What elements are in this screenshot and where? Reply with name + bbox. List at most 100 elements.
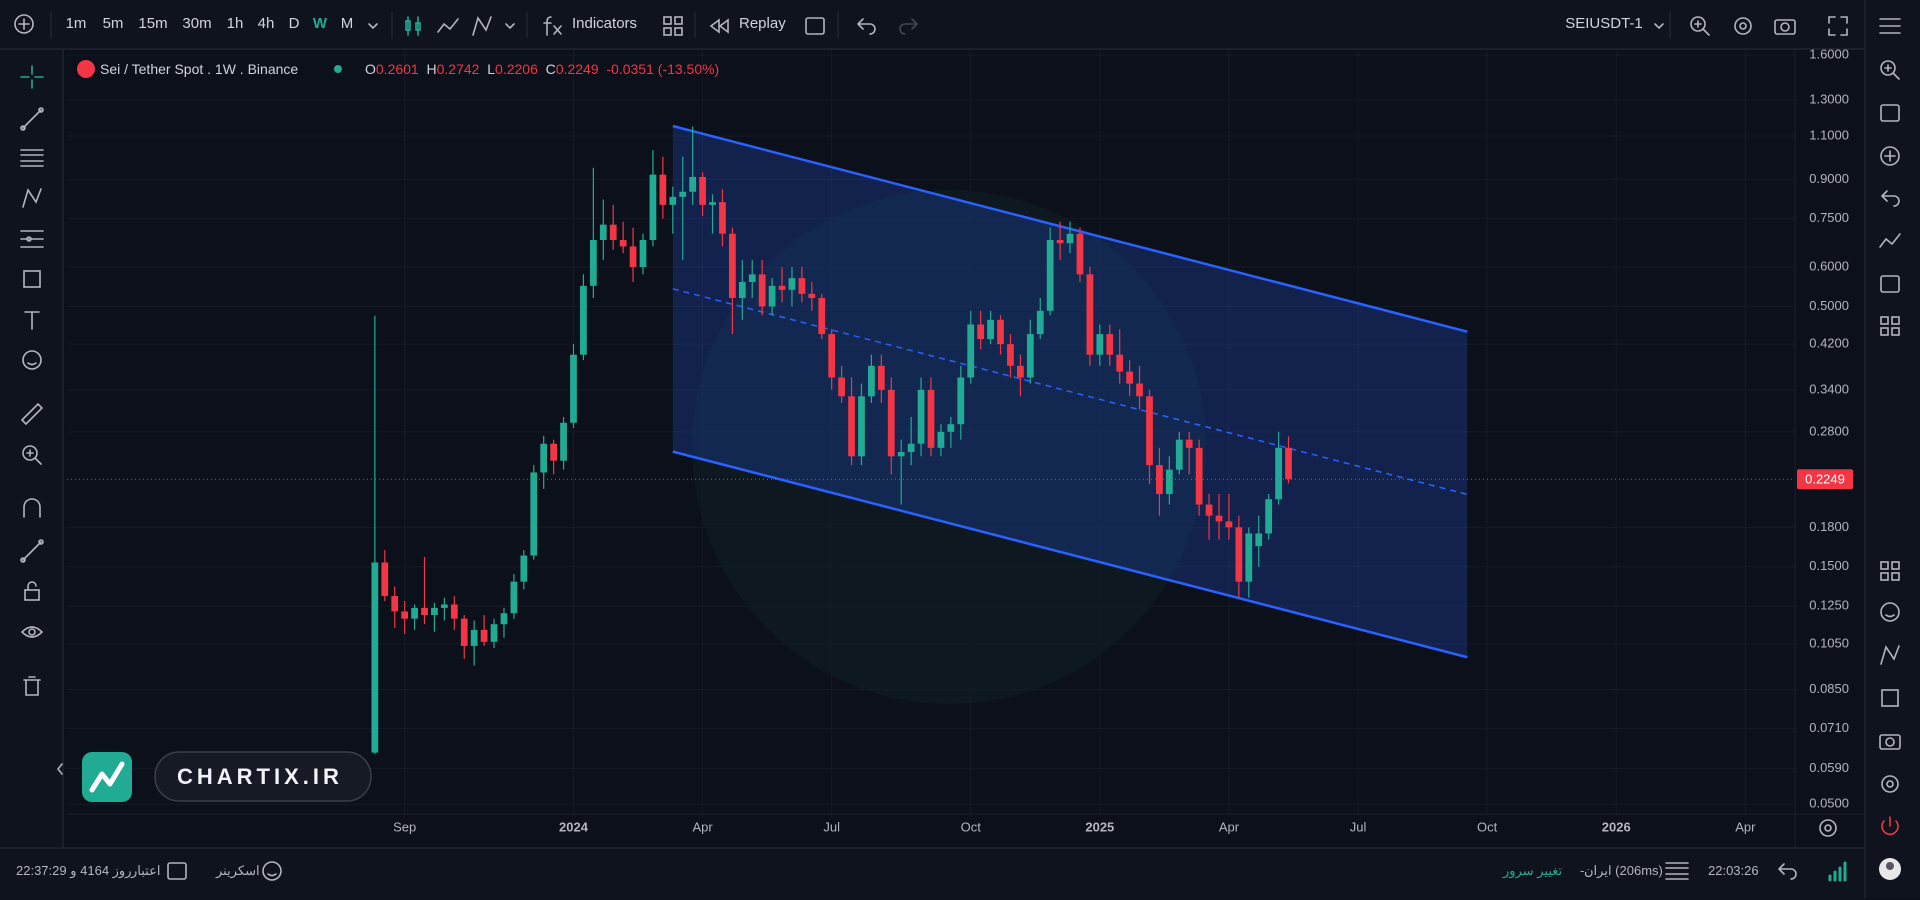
candle-body [619, 239, 627, 247]
alert-button[interactable] [805, 17, 825, 35]
layouts-button-part [674, 16, 683, 25]
alert-button-part [805, 17, 825, 35]
indicators-button[interactable]: Indicators [572, 15, 638, 32]
side-panel-button[interactable] [1880, 645, 1900, 665]
drawing-tool-button[interactable] [20, 149, 44, 167]
drawing-tool-button-part [20, 65, 44, 89]
y-tick-label: 0.7500 [1809, 210, 1849, 225]
candle-body [1007, 344, 1014, 366]
replay-icon[interactable] [709, 18, 729, 34]
side-panel-button[interactable] [1880, 316, 1900, 336]
drawing-tool-button[interactable] [20, 539, 44, 563]
profile-button-part [1886, 862, 1894, 870]
quick-search-button[interactable] [1690, 16, 1710, 36]
drawing-tool-button[interactable] [24, 311, 40, 330]
replay-button[interactable]: Replay [739, 15, 786, 32]
legend-title: Sei / Tether Spot . 1W . Binance [100, 61, 299, 77]
interval-button[interactable]: D [288, 15, 300, 32]
interval-menu-button-part [368, 23, 378, 30]
side-panel-button[interactable] [1880, 104, 1900, 122]
layouts-button[interactable] [663, 16, 683, 36]
interval-button[interactable]: 1h [226, 15, 244, 32]
side-panel-button-part [1881, 190, 1900, 207]
chart-style-button[interactable] [472, 16, 492, 36]
credit-icon[interactable] [167, 862, 187, 880]
side-panel-button[interactable] [1881, 689, 1899, 707]
y-tick-label: 0.1250 [1809, 598, 1849, 613]
line-chart-button[interactable] [437, 18, 459, 33]
side-panel-button[interactable] [1881, 775, 1899, 793]
undo-button[interactable] [857, 18, 876, 35]
collapse-toolbar-button[interactable] [56, 763, 63, 775]
server-icon[interactable] [1665, 862, 1689, 880]
side-panel-button[interactable] [1881, 190, 1900, 207]
side-panel-button[interactable] [1880, 146, 1900, 166]
indicators-icon[interactable] [543, 16, 562, 36]
candle-body [748, 274, 756, 282]
drawing-tool-button[interactable] [20, 230, 44, 248]
add-symbol-button[interactable] [14, 14, 34, 34]
signal-indicator[interactable] [1828, 861, 1847, 882]
drawing-tool-button[interactable] [20, 107, 44, 131]
side-panel-button-part [1891, 316, 1900, 325]
side-panel-button[interactable] [1879, 233, 1901, 248]
line-chart-button-part [437, 18, 459, 33]
candle-body [371, 562, 379, 753]
candle-body [441, 604, 448, 608]
interval-button[interactable]: M [340, 15, 354, 32]
x-tick-label: Apr [692, 819, 713, 834]
side-panel-button[interactable] [1880, 561, 1900, 581]
drawing-tool-button[interactable] [24, 581, 40, 601]
fullscreen-button[interactable] [1828, 16, 1848, 36]
interval-button[interactable]: 1m [65, 15, 87, 32]
drawing-tool-button[interactable] [22, 350, 42, 370]
candle-body [887, 389, 895, 457]
interval-menu-button[interactable] [368, 23, 378, 30]
screener-icon[interactable] [262, 861, 282, 881]
profile-button[interactable] [1879, 858, 1901, 880]
interval-button[interactable]: W [312, 15, 328, 32]
side-panel-button[interactable] [1880, 60, 1900, 80]
side-panel-button[interactable] [1881, 816, 1899, 836]
chart-style-menu-button[interactable] [505, 23, 515, 30]
drawing-tool-button[interactable] [20, 626, 44, 638]
side-panel-button[interactable] [1880, 275, 1900, 293]
symbol-menu-button[interactable] [1654, 23, 1664, 30]
drawing-tool-button[interactable] [23, 270, 41, 288]
side-panel-button[interactable] [1880, 602, 1900, 622]
drawing-tool-button[interactable] [22, 445, 42, 465]
symbol-button[interactable]: SEIUSDT-1 [1565, 15, 1643, 32]
side-panel-button-part [1884, 150, 1896, 162]
y-tick-label: 0.6000 [1809, 258, 1849, 273]
candle-body [778, 285, 786, 290]
drawing-tool-button[interactable] [20, 402, 44, 426]
left-toolbar [0, 50, 64, 847]
signal-indicator-part [1828, 861, 1847, 882]
candle-body [679, 191, 687, 197]
drawing-tool-button[interactable] [23, 498, 41, 518]
settings-button[interactable] [1734, 17, 1752, 35]
candle-body [659, 174, 667, 205]
drawing-tool-button[interactable] [22, 188, 42, 208]
candle-body [997, 319, 1004, 345]
menu-button[interactable] [1879, 18, 1901, 34]
x-tick-label: Jul [823, 819, 840, 834]
refresh-button[interactable] [1778, 863, 1797, 880]
drawing-tool-button[interactable] [23, 676, 41, 696]
server-change-button[interactable]: تغییر سرور [1503, 863, 1563, 878]
candle-body [957, 377, 965, 425]
interval-button[interactable]: 30m [182, 15, 212, 32]
screener-button[interactable]: اسکرینر [216, 863, 260, 878]
side-panel-button-part [1880, 572, 1889, 581]
interval-button[interactable]: 5m [102, 15, 124, 32]
chart-type-button[interactable] [405, 16, 421, 36]
axis-settings-button[interactable] [1819, 819, 1837, 837]
interval-button[interactable]: 15m [138, 15, 168, 32]
screenshot-button[interactable] [1774, 19, 1796, 35]
interval-button[interactable]: 4h [257, 15, 275, 32]
redo-button[interactable] [899, 18, 918, 35]
side-panel-button[interactable] [1879, 734, 1901, 750]
drawing-tool-button-part [24, 311, 40, 330]
drawing-tool-button-part [22, 109, 42, 129]
drawing-tool-button[interactable] [20, 65, 44, 89]
